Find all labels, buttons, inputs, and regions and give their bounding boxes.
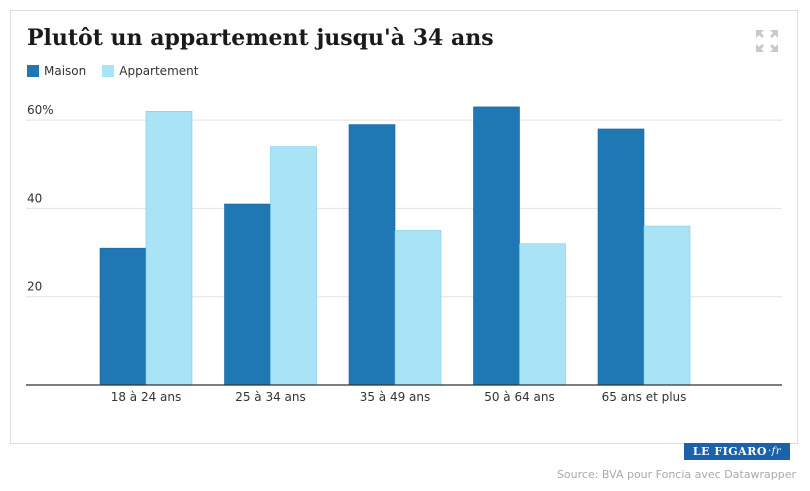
bar-maison-4 (473, 106, 520, 386)
legend-label-maison: Maison (44, 64, 87, 78)
x-tick-label-5: 65 ans et plus (602, 390, 687, 404)
legend-swatch-appartement (102, 65, 115, 77)
x-tick-label-3: 35 à 49 ans (360, 390, 431, 404)
bar-appartement-3 (394, 230, 442, 386)
legend-item-maison: Maison (27, 64, 86, 78)
x-tick-label-4: 50 à 64 ans (484, 390, 555, 404)
logo-suffix: ·fr (767, 446, 782, 457)
source-note: Source: BVA pour Foncia avec Datawrapper (556, 468, 796, 481)
bar-appartement-2 (270, 146, 317, 386)
figaro-logo: LE FIGARO ·fr (684, 443, 790, 460)
bar-maison-2 (224, 203, 271, 386)
chart-title: Plutôt un appartement jusqu'à 34 ans (27, 25, 494, 51)
logo-name: LE FIGARO (692, 445, 767, 458)
legend-swatch-maison (27, 65, 39, 77)
y-tick-label-40: 40 (27, 191, 42, 205)
y-tick-label-60: 60% (27, 103, 54, 117)
chart-legend: Maison Appartement (27, 64, 214, 78)
x-tick-label-2: 25 à 34 ans (235, 390, 306, 404)
bar-maison-1 (99, 247, 147, 386)
legend-label-appartement: Appartement (119, 64, 199, 78)
legend-item-appartement: Appartement (102, 64, 198, 78)
bar-appartement-5 (643, 225, 691, 386)
bar-appartement-1 (145, 111, 193, 386)
expand-icon[interactable] (755, 29, 779, 53)
bar-appartement-4 (519, 243, 566, 386)
x-tick-label-1: 18 à 24 ans (111, 390, 182, 404)
bar-maison-3 (348, 124, 396, 386)
y-tick-label-20: 20 (27, 280, 42, 294)
bar-maison-5 (597, 128, 645, 386)
